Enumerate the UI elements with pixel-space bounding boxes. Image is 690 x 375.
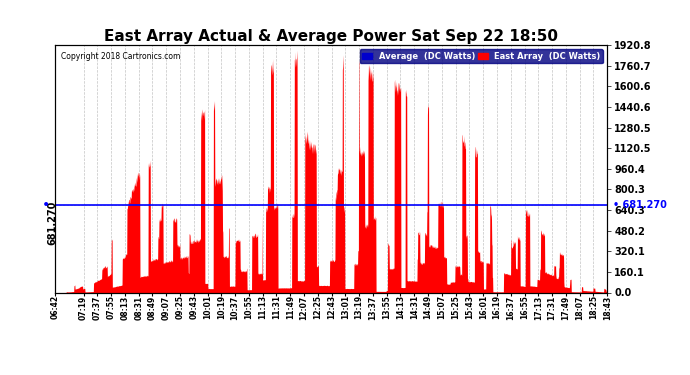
Text: Copyright 2018 Cartronics.com: Copyright 2018 Cartronics.com [61,53,180,62]
Title: East Array Actual & Average Power Sat Sep 22 18:50: East Array Actual & Average Power Sat Se… [104,29,558,44]
Text: • 681.270: • 681.270 [613,200,667,210]
Legend: Average  (DC Watts), East Array  (DC Watts): Average (DC Watts), East Array (DC Watts… [359,49,603,63]
Text: •: • [41,198,50,212]
